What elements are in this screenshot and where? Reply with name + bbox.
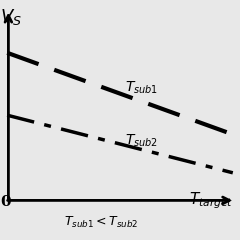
Text: $\mathbf{\mathit{T_{sub1}}}$: $\mathbf{\mathit{T_{sub1}}}$ xyxy=(125,79,158,96)
Text: 0: 0 xyxy=(1,195,11,209)
Text: $\mathbf{\mathit{V_S}}$: $\mathbf{\mathit{V_S}}$ xyxy=(0,7,22,27)
Text: $\mathbf{\mathit{T_{target}}}$: $\mathbf{\mathit{T_{target}}}$ xyxy=(189,190,233,211)
Text: $\mathbf{\mathit{T_{sub1}<T_{sub2}}}$: $\mathbf{\mathit{T_{sub1}<T_{sub2}}}$ xyxy=(64,215,138,230)
Text: $\mathbf{\mathit{T_{sub2}}}$: $\mathbf{\mathit{T_{sub2}}}$ xyxy=(125,132,158,149)
